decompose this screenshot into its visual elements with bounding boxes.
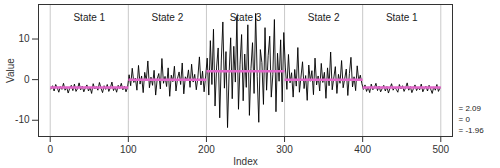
svg-text:-10: -10 xyxy=(15,114,30,125)
svg-text:100: 100 xyxy=(120,144,137,155)
svg-text:= -1.96: = -1.96 xyxy=(459,126,485,135)
svg-text:State 2: State 2 xyxy=(308,12,340,23)
svg-text:0: 0 xyxy=(47,144,53,155)
svg-text:= 0: = 0 xyxy=(459,115,471,124)
svg-text:State 1: State 1 xyxy=(386,12,418,23)
svg-text:Value: Value xyxy=(5,58,16,83)
svg-text:State 1: State 1 xyxy=(73,12,105,23)
svg-text:State 2: State 2 xyxy=(152,12,184,23)
svg-text:400: 400 xyxy=(354,144,371,155)
svg-text:200: 200 xyxy=(198,144,215,155)
svg-text:10: 10 xyxy=(18,33,30,44)
svg-text:500: 500 xyxy=(432,144,449,155)
svg-text:300: 300 xyxy=(276,144,293,155)
svg-text:State 3: State 3 xyxy=(230,12,262,23)
svg-text:Index: Index xyxy=(233,156,257,167)
svg-text:0: 0 xyxy=(24,74,30,85)
svg-text:= 2.09: = 2.09 xyxy=(459,104,482,113)
